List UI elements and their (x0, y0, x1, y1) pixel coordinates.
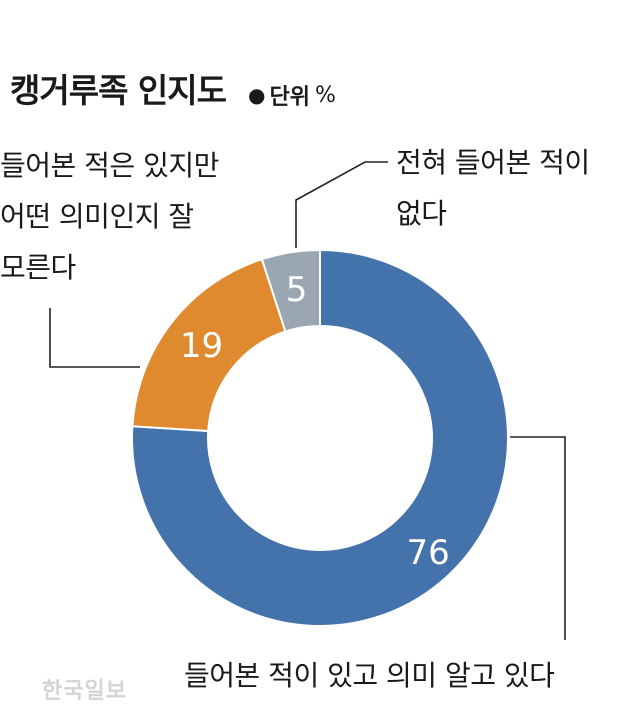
label-line: 없다 (396, 197, 447, 230)
chart-header: 캥거루족 인지도 ● 단위 % (10, 64, 336, 112)
leader-line-heard-not-understood (49, 308, 140, 368)
unit-label: 단위 (269, 85, 310, 110)
value-labels: 76 19 5 (180, 270, 450, 573)
donut-slices (131, 248, 509, 627)
chart-title: 캥거루족 인지도 (10, 71, 227, 110)
unit-symbol: % (314, 82, 336, 108)
label-line: 전혀 들어본 적이 (396, 146, 590, 179)
leader-line-heard-and-know (510, 436, 566, 640)
label-never-heard: 전혀 들어본 적이 없다 (396, 137, 590, 239)
label-line: 들어본 적은 있지만 (0, 149, 219, 182)
slice-never-heard (260, 248, 321, 333)
label-heard-and-know: 들어본 적이 있고 의미 알고 있다 (184, 659, 555, 692)
unit-note: ● 단위 % (248, 79, 336, 111)
value-label: 76 (407, 533, 450, 573)
label-line: 어떤 의미인지 잘 (0, 200, 194, 233)
leader-lines (49, 161, 566, 640)
leader-line-never-heard (295, 161, 388, 248)
value-label: 5 (286, 270, 308, 310)
value-label: 19 (180, 326, 223, 366)
label-heard-not-understood: 들어본 적은 있지만 어떤 의미인지 잘 모른다 (0, 140, 219, 293)
slice-heard-and-know (131, 248, 509, 627)
label-line: 모른다 (0, 251, 76, 284)
bullet-dot-icon: ● (248, 83, 266, 107)
watermark-logo: 한국일보 (42, 679, 127, 704)
